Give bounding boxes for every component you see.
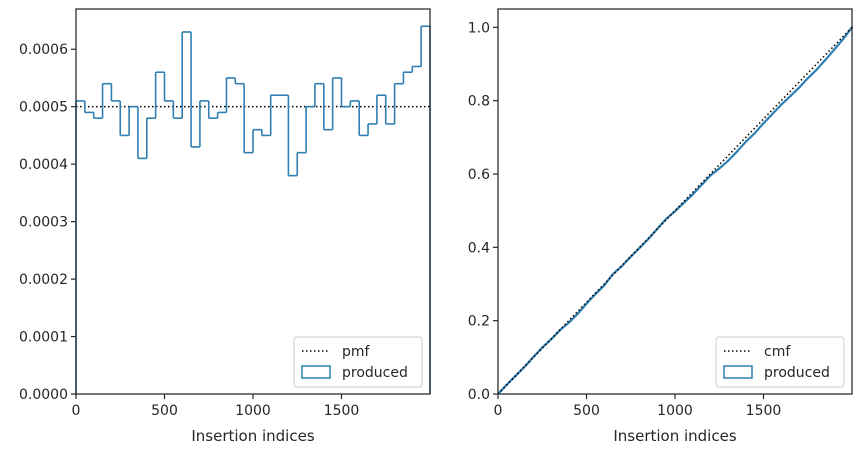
left-y-ticks: 0.0000 0.0001 0.0002 0.0003 0.0004 0.0005 0.00… bbox=[19, 42, 76, 403]
cumulative-segment bbox=[753, 122, 765, 135]
cmf-panel: 0.0 0.2 0.4 0.6 0.8 1.0 0 500 1000 1500 Insertio… bbox=[468, 8, 854, 445]
x-tick-label: 0 bbox=[72, 403, 81, 419]
cumulative-segment bbox=[594, 284, 606, 296]
legend-pmf-label: pmf bbox=[342, 344, 371, 360]
y-tick-label: 0.0001 bbox=[19, 330, 68, 346]
cumulative-segment bbox=[505, 374, 517, 386]
cumulative-segment bbox=[549, 329, 562, 341]
cumulative-segment bbox=[647, 227, 659, 240]
cumulative-segment bbox=[735, 140, 747, 153]
cumulative-segment bbox=[682, 193, 694, 204]
cumulative-segment bbox=[558, 321, 570, 332]
y-tick-label: 0.0 bbox=[468, 387, 490, 403]
y-tick-label: 1.0 bbox=[468, 20, 490, 36]
cumulative-segment bbox=[718, 159, 730, 170]
legend-produced-swatch bbox=[301, 365, 331, 379]
y-tick-label: 0.0000 bbox=[19, 387, 68, 403]
cumulative-segment bbox=[709, 167, 721, 177]
cumulative-segment bbox=[691, 183, 703, 196]
x-tick-label: 500 bbox=[151, 403, 178, 419]
left-legend-box bbox=[293, 336, 423, 388]
right-y-ticks: 0.0 0.2 0.4 0.6 0.8 1.0 bbox=[468, 20, 498, 403]
cumulative-segment bbox=[726, 150, 739, 162]
left-x-ticks: 0 500 1000 1500 bbox=[72, 394, 360, 419]
left-axes-frame bbox=[75, 8, 431, 395]
legend-produced-label: produced bbox=[342, 365, 408, 381]
cumulative-segment bbox=[496, 383, 508, 396]
y-tick-label: 0.0003 bbox=[19, 215, 68, 231]
cumulative-segment bbox=[514, 365, 526, 377]
cumulative-segment bbox=[842, 26, 854, 41]
y-tick-label: 0.0005 bbox=[19, 100, 68, 116]
y-tick-label: 0.0004 bbox=[19, 157, 68, 173]
cumulative-segment bbox=[585, 293, 597, 305]
cumulative-segment bbox=[567, 312, 579, 324]
y-tick-label: 0.8 bbox=[468, 94, 490, 110]
cumulative-segment bbox=[744, 132, 756, 143]
y-tick-label: 0.0002 bbox=[19, 272, 68, 288]
cumulative-segment bbox=[806, 68, 818, 80]
legend-produced-label: produced bbox=[764, 365, 830, 381]
cumulative-segment bbox=[815, 58, 827, 71]
right-x-ticks: 0 500 1000 1500 bbox=[494, 394, 782, 419]
x-tick-label: 1000 bbox=[657, 403, 693, 419]
cumulative-segment bbox=[541, 338, 553, 349]
y-tick-label: 0.4 bbox=[468, 240, 490, 256]
x-tick-label: 1500 bbox=[746, 403, 782, 419]
cmf-reference-line bbox=[497, 26, 853, 395]
right-legend-box bbox=[715, 336, 845, 388]
cumulative-segment bbox=[771, 103, 783, 116]
x-tick-label: 1000 bbox=[235, 403, 271, 419]
legend-produced-swatch bbox=[723, 365, 753, 379]
cumulative-segment bbox=[780, 95, 792, 106]
left-x-axis-label: Insertion indices bbox=[191, 427, 314, 445]
right-plot-area bbox=[496, 26, 854, 396]
cumulative-segment bbox=[762, 112, 774, 125]
pmf-histogram-panel: 0.0000 0.0001 0.0002 0.0003 0.0004 0.0005 0.00… bbox=[19, 8, 431, 445]
legend-cmf-label: cmf bbox=[764, 344, 791, 360]
right-axes-frame bbox=[497, 8, 853, 395]
cumulative-segment bbox=[603, 272, 615, 287]
y-tick-label: 0.2 bbox=[468, 314, 490, 330]
right-x-axis-label: Insertion indices bbox=[613, 427, 736, 445]
right-legend: cmf produced bbox=[715, 336, 845, 388]
cumulative-segment bbox=[797, 77, 809, 89]
x-tick-label: 0 bbox=[494, 403, 503, 419]
cumulative-segment bbox=[824, 48, 836, 61]
cumulative-segment bbox=[638, 237, 650, 249]
cumulative-segment bbox=[700, 174, 712, 187]
x-tick-label: 500 bbox=[573, 403, 600, 419]
x-tick-label: 1500 bbox=[324, 403, 360, 419]
y-tick-label: 0.6 bbox=[468, 167, 490, 183]
left-legend: pmf produced bbox=[293, 336, 423, 388]
cumulative-segment bbox=[788, 86, 801, 98]
cumulative-segment bbox=[833, 37, 845, 51]
y-tick-label: 0.0006 bbox=[19, 42, 68, 58]
cumulative-segment bbox=[576, 302, 588, 315]
